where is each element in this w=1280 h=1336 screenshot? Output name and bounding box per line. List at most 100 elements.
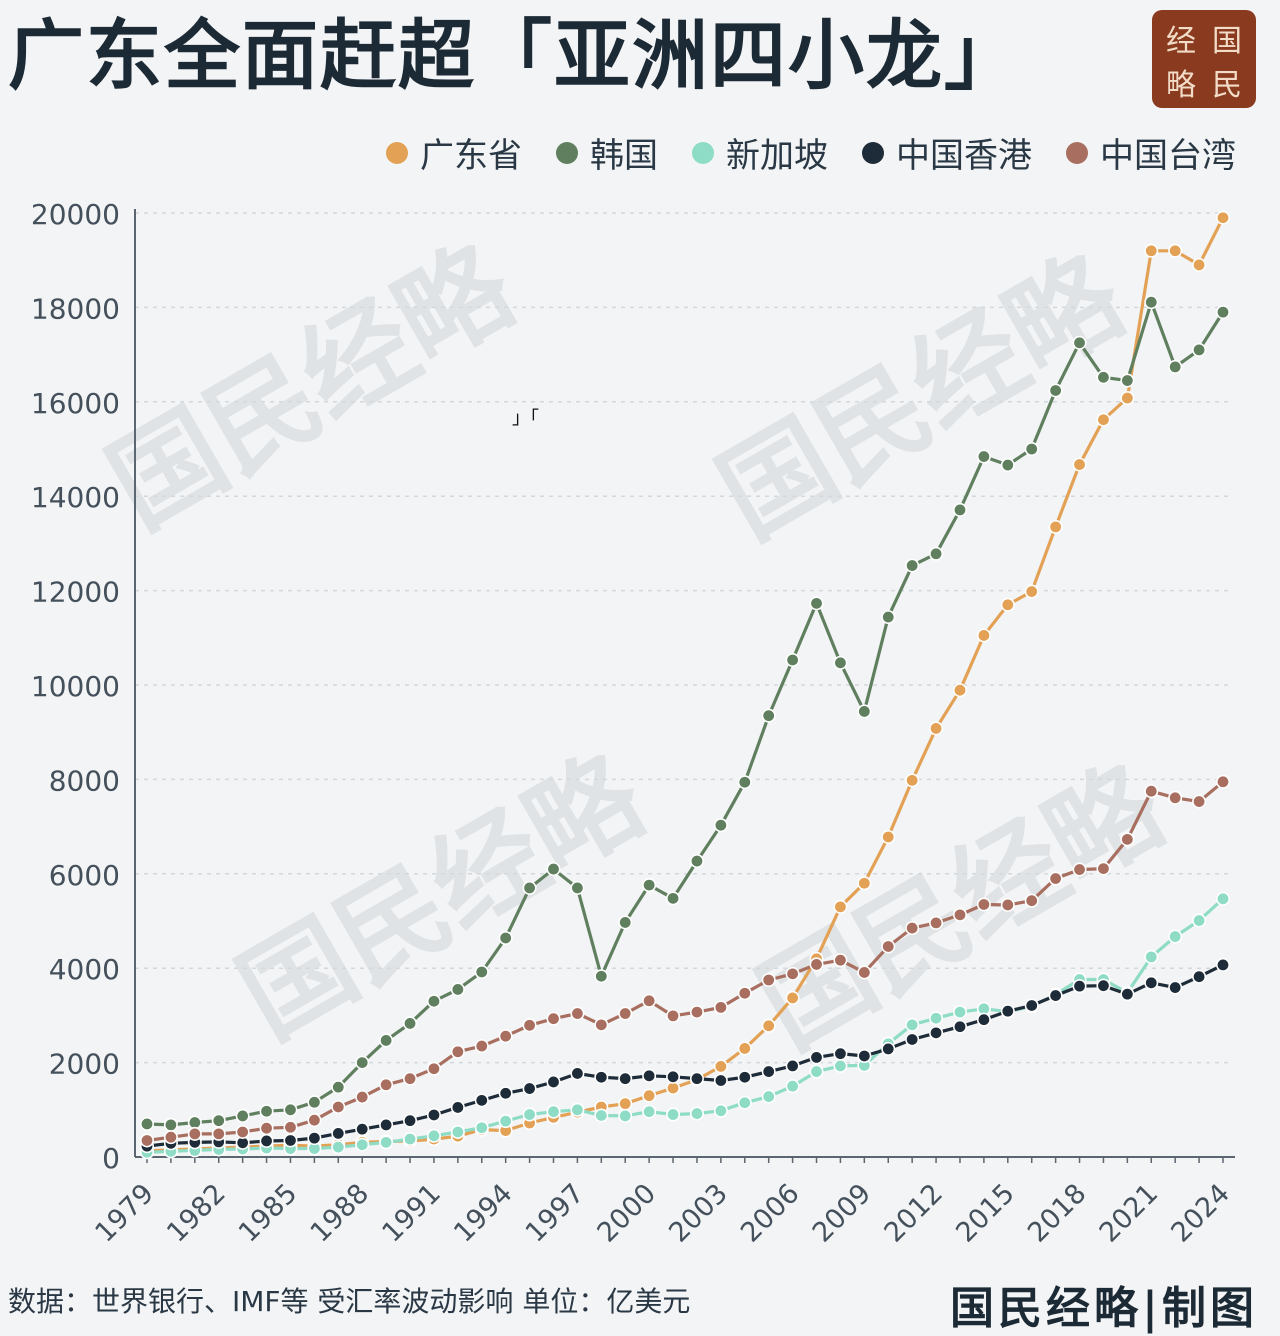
- data-point: [403, 1071, 418, 1086]
- data-point: [140, 1133, 155, 1148]
- series-1: [140, 295, 1231, 1132]
- legend-marker: [692, 141, 714, 164]
- x-tick-label: 1985: [233, 1178, 304, 1249]
- y-tick-label: 2000: [49, 1048, 120, 1081]
- data-point: [1096, 370, 1111, 385]
- data-point: [785, 1079, 800, 1094]
- stray-bracket-mark: 」「: [512, 408, 539, 429]
- data-point: [713, 1103, 728, 1118]
- data-point: [163, 1117, 178, 1132]
- y-tick-label: 14000: [31, 481, 120, 514]
- watermark-text: 国民经略: [698, 230, 1145, 563]
- data-point: [737, 1070, 752, 1085]
- data-point: [1144, 295, 1159, 310]
- data-point: [1072, 862, 1087, 877]
- data-point: [881, 610, 896, 625]
- data-point: [546, 862, 561, 877]
- data-point: [1000, 597, 1015, 612]
- data-point: [833, 953, 848, 968]
- data-point: [952, 502, 967, 517]
- x-tick-label: 1994: [448, 1178, 519, 1249]
- data-point: [642, 1068, 657, 1083]
- data-point: [450, 1124, 465, 1139]
- data-point: [976, 449, 991, 464]
- x-tick-label: 2021: [1094, 1178, 1165, 1249]
- data-point: [952, 1005, 967, 1020]
- series-layer: [140, 210, 1231, 1160]
- data-point: [737, 986, 752, 1001]
- watermark-text: 国民经略: [88, 220, 535, 553]
- data-point: [1096, 412, 1111, 427]
- data-point: [666, 1107, 681, 1122]
- data-point: [618, 1071, 633, 1086]
- data-point: [522, 880, 537, 895]
- data-point: [881, 1041, 896, 1056]
- data-point: [1168, 980, 1183, 995]
- data-point: [1168, 359, 1183, 374]
- x-tick-label: 1988: [305, 1178, 376, 1249]
- data-point: [426, 1128, 441, 1143]
- data-point: [857, 876, 872, 891]
- data-point: [1216, 774, 1231, 789]
- data-point: [187, 1126, 202, 1141]
- logo-char: 略: [1166, 68, 1196, 103]
- data-point: [283, 1133, 298, 1148]
- x-axis-ticks: 1979 1982 1985 1988 1991 1994 1997 2000 2003 2006…: [89, 1157, 1236, 1249]
- logo-char: 经: [1166, 24, 1196, 59]
- data-point: [283, 1120, 298, 1135]
- y-tick-label: 18000: [31, 292, 120, 325]
- data-point: [666, 891, 681, 906]
- data-point: [546, 1011, 561, 1026]
- data-point: [642, 878, 657, 893]
- data-point: [474, 1120, 489, 1135]
- data-point: [1000, 1004, 1015, 1019]
- data-point: [952, 1019, 967, 1034]
- x-tick-label: 1991: [376, 1178, 447, 1249]
- data-point: [1168, 790, 1183, 805]
- data-point: [331, 1099, 346, 1114]
- footer-brand: 国民经略|制图: [949, 1283, 1258, 1334]
- data-point: [1072, 335, 1087, 350]
- data-point: [881, 939, 896, 954]
- data-point: [1144, 243, 1159, 258]
- data-point: [1048, 871, 1063, 886]
- data-point: [1024, 441, 1039, 456]
- y-tick-label: 20000: [31, 198, 120, 231]
- data-point: [379, 1033, 394, 1048]
- data-point: [929, 1025, 944, 1040]
- data-point: [498, 1086, 513, 1101]
- data-point: [666, 1069, 681, 1084]
- legend-marker: [556, 141, 578, 164]
- chart-title: 广东全面赶超「亚洲四小龙」: [8, 11, 1022, 100]
- data-point: [761, 972, 776, 987]
- y-tick-label: 6000: [49, 859, 120, 892]
- data-point: [881, 829, 896, 844]
- data-point: [1000, 897, 1015, 912]
- data-point: [1192, 257, 1207, 272]
- data-point: [737, 1041, 752, 1056]
- data-point: [1192, 913, 1207, 928]
- data-point: [761, 1089, 776, 1104]
- data-point: [1168, 929, 1183, 944]
- data-point: [379, 1117, 394, 1132]
- legend-item-singapore: 新加坡: [692, 128, 828, 177]
- data-point: [355, 1055, 370, 1070]
- legend-item-guangdong: 广东省: [386, 128, 522, 177]
- data-point: [522, 1107, 537, 1122]
- source-note: 数据：世界银行、IMF等 受汇率波动影响 单位：亿美元: [8, 1285, 691, 1318]
- data-point: [474, 1093, 489, 1108]
- data-point: [403, 1016, 418, 1031]
- data-point: [809, 596, 824, 611]
- data-point: [833, 1046, 848, 1061]
- data-point: [857, 704, 872, 719]
- data-point: [379, 1135, 394, 1150]
- data-point: [403, 1132, 418, 1147]
- data-point: [355, 1090, 370, 1105]
- data-point: [1024, 893, 1039, 908]
- data-point: [905, 921, 920, 936]
- data-point: [570, 1006, 585, 1021]
- data-point: [307, 1113, 322, 1128]
- x-tick-label: 2009: [807, 1178, 878, 1249]
- data-point: [618, 1006, 633, 1021]
- data-point: [689, 1071, 704, 1086]
